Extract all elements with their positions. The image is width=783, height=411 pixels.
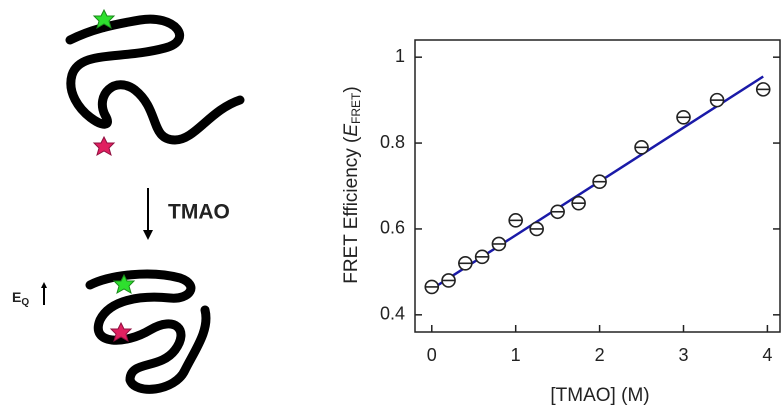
data-point bbox=[441, 273, 456, 288]
arrow-label: TMAO bbox=[168, 201, 230, 224]
diagram bbox=[65, 14, 245, 394]
y-tick-label: 0.6 bbox=[380, 218, 405, 238]
y-axis-label: FRET Efficiency (EFRET) bbox=[341, 86, 363, 283]
acceptor-star bbox=[92, 135, 116, 157]
donor-star bbox=[92, 8, 116, 30]
chain-collapsed bbox=[85, 269, 211, 394]
data-point bbox=[491, 236, 507, 252]
y-tick-label: 0.4 bbox=[380, 304, 405, 324]
y-label-sub: FRET bbox=[349, 92, 363, 124]
y-tick-label: 0.8 bbox=[380, 132, 405, 152]
data-point bbox=[634, 140, 649, 155]
data-point bbox=[709, 92, 725, 108]
x-tick-label: 3 bbox=[678, 345, 688, 365]
data-point bbox=[474, 249, 490, 265]
side-label: EQ bbox=[12, 289, 29, 308]
data-point bbox=[529, 221, 544, 237]
x-axis-label: [TMAO] (M) bbox=[550, 385, 649, 406]
data-point bbox=[571, 195, 586, 211]
data-point bbox=[508, 213, 523, 228]
x-tick-label: 1 bbox=[511, 345, 521, 365]
data-point bbox=[458, 255, 473, 271]
data-point bbox=[755, 82, 771, 97]
y-tick-label: 1 bbox=[395, 46, 405, 66]
x-tick-label: 2 bbox=[595, 345, 605, 365]
y-label-symbol: E bbox=[341, 124, 362, 137]
donor-star bbox=[112, 273, 136, 295]
arrowhead bbox=[41, 282, 47, 288]
data-point bbox=[424, 279, 440, 295]
data-point bbox=[592, 174, 607, 190]
y-label-tail: ) bbox=[341, 86, 362, 92]
acceptor-star bbox=[109, 321, 133, 343]
side-label-main: E bbox=[12, 289, 21, 305]
side-label-sub: Q bbox=[21, 297, 29, 308]
arrowhead bbox=[143, 230, 153, 240]
x-tick-label: 0 bbox=[427, 345, 437, 365]
x-tick-label: 4 bbox=[762, 345, 772, 365]
chain-extended bbox=[65, 14, 245, 145]
data-point bbox=[676, 109, 691, 125]
y-label-lead: FRET Efficiency ( bbox=[341, 136, 362, 284]
data-point bbox=[550, 204, 565, 220]
plot-frame bbox=[414, 39, 781, 333]
